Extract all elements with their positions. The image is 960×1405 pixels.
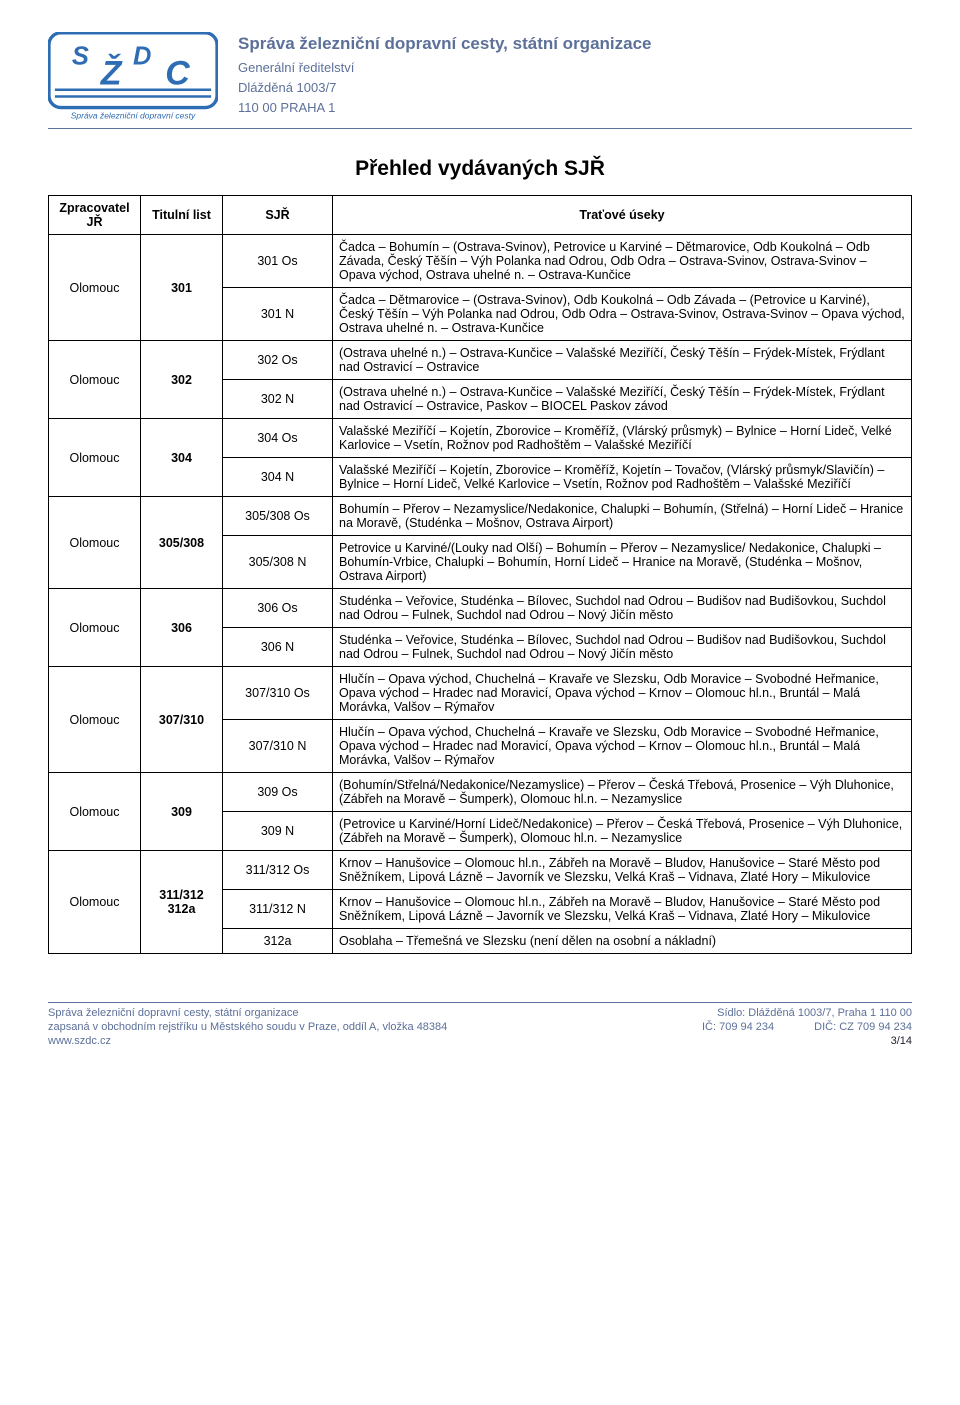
logo: S Ž D C Správa železniční dopravní cesty xyxy=(48,32,218,122)
cell-sjr: 305/308 N xyxy=(223,536,333,589)
cell-sjr: 307/310 Os xyxy=(223,667,333,720)
svg-text:C: C xyxy=(165,55,190,93)
logo-tagline: Správa železniční dopravní cesty xyxy=(71,111,196,121)
cell-sjr: 311/312 N xyxy=(223,890,333,929)
cell-tratove-useky: (Ostrava uhelné n.) – Ostrava-Kunčice – … xyxy=(333,380,912,419)
org-name: Správa železniční dopravní cesty, státní… xyxy=(238,34,912,54)
org-line-3: 110 00 PRAHA 1 xyxy=(238,100,912,115)
cell-zpracovatel: Olomouc xyxy=(49,419,141,497)
cell-zpracovatel: Olomouc xyxy=(49,667,141,773)
footer-ic: IČ: 709 94 234 xyxy=(702,1021,774,1033)
col-sjr: SJŘ xyxy=(223,196,333,235)
table-row: Olomouc307/310307/310 OsHlučín – Opava v… xyxy=(49,667,912,720)
cell-sjr: 304 Os xyxy=(223,419,333,458)
cell-sjr: 311/312 Os xyxy=(223,851,333,890)
table-row: Olomouc305/308305/308 OsBohumín – Přerov… xyxy=(49,497,912,536)
cell-titulni-list: 301 xyxy=(141,235,223,341)
cell-tratove-useky: Krnov – Hanušovice – Olomouc hl.n., Zábř… xyxy=(333,890,912,929)
letterhead: S Ž D C Správa železniční dopravní cesty… xyxy=(48,32,912,129)
cell-titulni-list: 306 xyxy=(141,589,223,667)
table-row: Olomouc302302 Os(Ostrava uhelné n.) – Os… xyxy=(49,341,912,380)
cell-tratove-useky: Čadca – Bohumín – (Ostrava-Svinov), Petr… xyxy=(333,235,912,288)
cell-tratove-useky: Studénka – Veřovice, Studénka – Bílovec,… xyxy=(333,628,912,667)
cell-sjr: 304 N xyxy=(223,458,333,497)
cell-titulni-list: 309 xyxy=(141,773,223,851)
cell-titulni-list: 302 xyxy=(141,341,223,419)
cell-tratove-useky: Petrovice u Karviné/(Louky nad Olší) – B… xyxy=(333,536,912,589)
table-row: Olomouc311/312 312a311/312 OsKrnov – Han… xyxy=(49,851,912,890)
cell-sjr: 301 Os xyxy=(223,235,333,288)
footer-registry: zapsaná v obchodním rejstříku u Městskéh… xyxy=(48,1021,447,1033)
cell-tratove-useky: (Petrovice u Karviné/Horní Lideč/Nedakon… xyxy=(333,812,912,851)
svg-text:Ž: Ž xyxy=(100,55,123,93)
svg-text:D: D xyxy=(133,42,151,70)
cell-sjr: 309 N xyxy=(223,812,333,851)
table-row: Olomouc309309 Os(Bohumín/Střelná/Nedakon… xyxy=(49,773,912,812)
cell-tratove-useky: Osoblaha – Třemešná ve Slezsku (není děl… xyxy=(333,929,912,954)
cell-tratove-useky: Bohumín – Přerov – Nezamyslice/Nedakonic… xyxy=(333,497,912,536)
cell-sjr: 307/310 N xyxy=(223,720,333,773)
cell-sjr: 305/308 Os xyxy=(223,497,333,536)
page-title: Přehled vydávaných SJŘ xyxy=(48,157,912,181)
cell-zpracovatel: Olomouc xyxy=(49,851,141,954)
cell-tratove-useky: Krnov – Hanušovice – Olomouc hl.n., Zábř… xyxy=(333,851,912,890)
col-zpracovatel: Zpracovatel JŘ xyxy=(49,196,141,235)
footer: Správa železniční dopravní cesty, státní… xyxy=(48,1002,912,1047)
footer-url: www.szdc.cz xyxy=(48,1035,111,1047)
cell-tratove-useky: (Bohumín/Střelná/Nedakonice/Nezamyslice)… xyxy=(333,773,912,812)
cell-sjr: 306 Os xyxy=(223,589,333,628)
cell-sjr: 302 N xyxy=(223,380,333,419)
cell-titulni-list: 307/310 xyxy=(141,667,223,773)
footer-org: Správa železniční dopravní cesty, státní… xyxy=(48,1007,299,1019)
cell-tratove-useky: Valašské Meziříčí – Kojetín, Zborovice –… xyxy=(333,458,912,497)
cell-tratove-useky: Valašské Meziříčí – Kojetín, Zborovice –… xyxy=(333,419,912,458)
cell-tratove-useky: Studénka – Veřovice, Studénka – Bílovec,… xyxy=(333,589,912,628)
footer-dic: DIČ: CZ 709 94 234 xyxy=(814,1021,912,1033)
cell-tratove-useky: Čadca – Dětmarovice – (Ostrava-Svinov), … xyxy=(333,288,912,341)
table-row: Olomouc301301 OsČadca – Bohumín – (Ostra… xyxy=(49,235,912,288)
cell-sjr: 306 N xyxy=(223,628,333,667)
table-row: Olomouc306306 OsStudénka – Veřovice, Stu… xyxy=(49,589,912,628)
cell-zpracovatel: Olomouc xyxy=(49,497,141,589)
cell-zpracovatel: Olomouc xyxy=(49,589,141,667)
cell-zpracovatel: Olomouc xyxy=(49,235,141,341)
svg-text:S: S xyxy=(72,42,89,70)
cell-tratove-useky: (Ostrava uhelné n.) – Ostrava-Kunčice – … xyxy=(333,341,912,380)
cell-tratove-useky: Hlučín – Opava východ, Chuchelná – Krava… xyxy=(333,667,912,720)
table-row: Olomouc304304 OsValašské Meziříčí – Koje… xyxy=(49,419,912,458)
cell-sjr: 312a xyxy=(223,929,333,954)
org-info: Správa železniční dopravní cesty, státní… xyxy=(238,32,912,122)
cell-zpracovatel: Olomouc xyxy=(49,773,141,851)
cell-sjr: 309 Os xyxy=(223,773,333,812)
col-titulni-list: Titulní list xyxy=(141,196,223,235)
sjr-table: Zpracovatel JŘ Titulní list SJŘ Traťové … xyxy=(48,195,912,954)
org-line-2: Dlážděná 1003/7 xyxy=(238,80,912,95)
footer-seat: Sídlo: Dlážděná 1003/7, Praha 1 110 00 xyxy=(717,1007,912,1019)
cell-sjr: 302 Os xyxy=(223,341,333,380)
cell-titulni-list: 305/308 xyxy=(141,497,223,589)
cell-sjr: 301 N xyxy=(223,288,333,341)
org-line-1: Generální ředitelství xyxy=(238,60,912,75)
cell-titulni-list: 304 xyxy=(141,419,223,497)
col-tratove-useky: Traťové úseky xyxy=(333,196,912,235)
cell-titulni-list: 311/312 312a xyxy=(141,851,223,954)
cell-zpracovatel: Olomouc xyxy=(49,341,141,419)
cell-tratove-useky: Hlučín – Opava východ, Chuchelná – Krava… xyxy=(333,720,912,773)
table-header-row: Zpracovatel JŘ Titulní list SJŘ Traťové … xyxy=(49,196,912,235)
page-number: 3/14 xyxy=(891,1035,912,1047)
